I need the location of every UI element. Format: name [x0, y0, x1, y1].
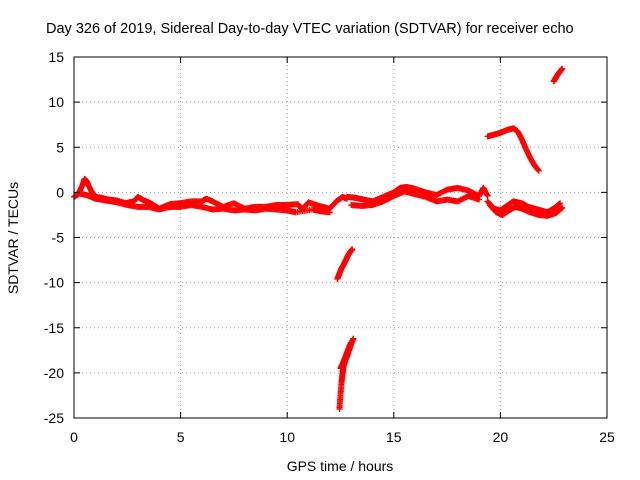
x-axis-label: GPS time / hours — [287, 458, 394, 474]
x-tick-label: 20 — [493, 429, 509, 445]
y-tick-label: 5 — [56, 139, 64, 155]
data-point — [557, 200, 564, 207]
y-tick-label: 10 — [48, 94, 64, 110]
x-tick-label: 5 — [177, 429, 185, 445]
y-tick-label: 0 — [56, 184, 64, 200]
x-tick-label: 15 — [386, 429, 402, 445]
axis-ticks: 0 5 10 15 20 25 -25 -20 -15 -10 -5 0 5 10 15 — [44, 49, 615, 445]
data-point — [348, 339, 355, 346]
y-tick-label: -15 — [44, 320, 64, 336]
x-tick-label: 0 — [70, 429, 78, 445]
data-point — [476, 196, 483, 203]
y-tick-label: -20 — [44, 365, 64, 381]
y-tick-label: -25 — [44, 410, 64, 426]
data-point — [326, 209, 333, 216]
x-tick-label: 25 — [599, 429, 615, 445]
y-tick-label: -5 — [52, 230, 65, 246]
grid — [74, 57, 607, 418]
data-point — [535, 167, 542, 174]
y-tick-label: 15 — [48, 49, 64, 65]
y-tick-label: -10 — [44, 275, 64, 291]
data-point — [484, 192, 491, 199]
data-point — [559, 204, 566, 211]
chart-title: Day 326 of 2019, Sidereal Day-to-day VTE… — [46, 21, 574, 37]
data-point — [559, 65, 566, 72]
x-tick-label: 10 — [279, 429, 295, 445]
data-points — [71, 65, 566, 412]
data-point — [349, 246, 356, 253]
data-point — [350, 335, 357, 342]
y-axis-label: SDTVAR / TECUs — [5, 182, 21, 294]
